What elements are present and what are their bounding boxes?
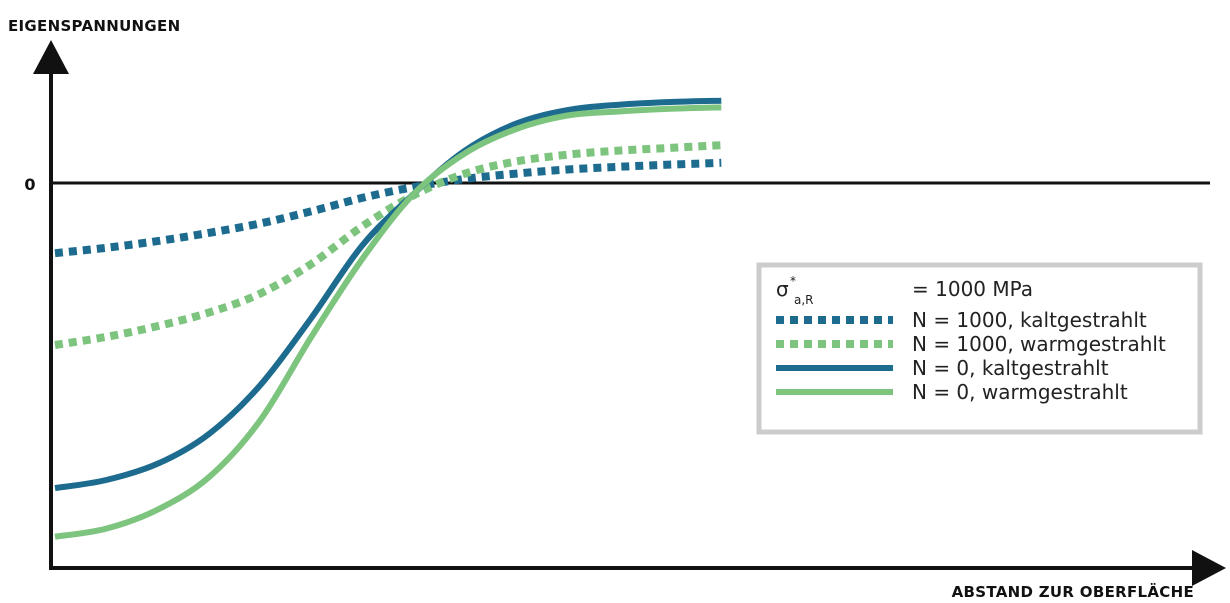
legend-label-1: N = 1000, kaltgestrahlt xyxy=(912,308,1147,332)
series-layer xyxy=(54,97,722,540)
legend-label-3: N = 0, kaltgestrahlt xyxy=(912,356,1109,380)
series-line-2 xyxy=(54,141,722,349)
y-tick-label-zero: 0 xyxy=(24,175,35,194)
x-axis-title: ABSTAND ZUR OBERFLÄCHE xyxy=(952,582,1194,601)
legend-box xyxy=(756,262,1203,435)
legend-label-4: N = 0, warmgestrahlt xyxy=(912,380,1128,404)
legend-header-symbol: σ xyxy=(776,277,789,301)
y-axis-title: EIGENSPANNUNGEN xyxy=(8,17,180,35)
y-axis-arrow-icon xyxy=(33,40,69,74)
x-axis-arrow-icon xyxy=(1192,550,1226,586)
series-line-3 xyxy=(54,97,722,492)
legend-label-2: N = 1000, warmgestrahlt xyxy=(912,332,1166,356)
legend: σ * a,R = 1000 MPa N = 1000, kaltgestrah… xyxy=(756,262,1203,435)
legend-header-superscript: * xyxy=(790,274,796,288)
series-line-4 xyxy=(54,104,722,540)
series-line-1 xyxy=(54,158,722,258)
legend-header-subscript: a,R xyxy=(794,293,814,307)
legend-header-value: = 1000 MPa xyxy=(912,277,1033,301)
